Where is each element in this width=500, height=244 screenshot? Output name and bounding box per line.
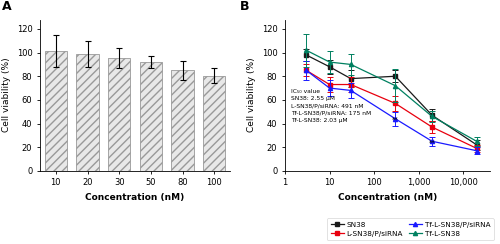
X-axis label: Concentration (nM): Concentration (nM) — [86, 193, 184, 202]
Bar — [76, 54, 98, 171]
X-axis label: Concentration (nM): Concentration (nM) — [338, 193, 437, 202]
Text: IC₅₀ value
SN38: 2.55 μM
L-SN38/P/siRNA: 491 nM
Tf-L-SN38/P/siRNA: 175 nM
Tf-L-S: IC₅₀ value SN38: 2.55 μM L-SN38/P/siRNA:… — [291, 89, 372, 123]
Bar — [45, 51, 67, 171]
Text: **: ** — [428, 140, 436, 146]
Bar — [108, 58, 130, 171]
Y-axis label: Cell viability (%): Cell viability (%) — [2, 58, 11, 132]
Bar — [203, 76, 225, 171]
Legend: SN38, L-SN38/P/siRNA, Tf-L-SN38/P/siRNA, Tf-L-SN38: SN38, L-SN38/P/siRNA, Tf-L-SN38/P/siRNA,… — [327, 218, 494, 240]
Text: A: A — [2, 0, 12, 13]
Text: B: B — [240, 0, 250, 13]
Text: **: ** — [392, 116, 398, 122]
Bar — [172, 70, 194, 171]
Y-axis label: Cell viability (%): Cell viability (%) — [247, 58, 256, 132]
Bar — [140, 62, 162, 171]
